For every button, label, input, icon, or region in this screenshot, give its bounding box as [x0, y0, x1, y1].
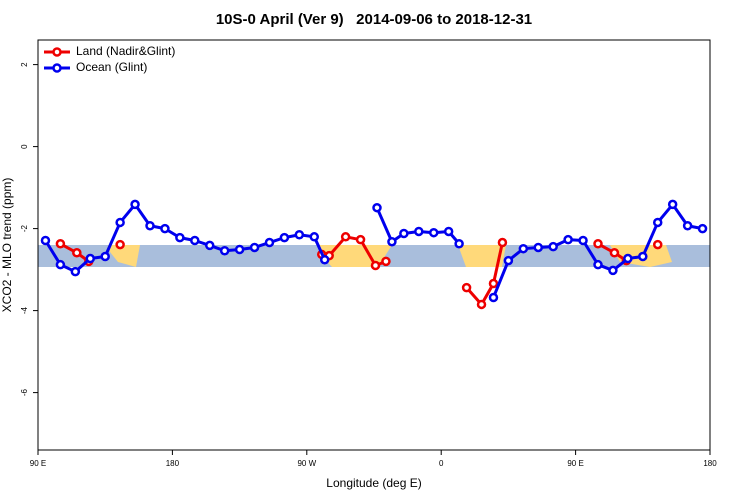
data-point — [115, 217, 125, 228]
data-point — [145, 220, 155, 231]
data-point — [72, 248, 82, 258]
y-tick-label: -4 — [20, 306, 29, 314]
data-point — [130, 199, 140, 210]
data-point — [204, 240, 215, 251]
data-point — [55, 259, 66, 270]
data-point — [652, 239, 663, 250]
data-point — [697, 223, 708, 234]
data-point — [593, 239, 603, 249]
data-point — [234, 244, 245, 255]
y-tick-label: -6 — [20, 388, 29, 396]
data-point — [160, 223, 170, 234]
data-point — [370, 260, 381, 271]
data-point — [533, 242, 544, 253]
plot-frame — [37, 39, 711, 451]
data-point — [548, 241, 558, 252]
data-point — [563, 234, 573, 245]
data-point — [608, 265, 618, 276]
data-point — [578, 235, 588, 246]
data-point — [652, 217, 663, 228]
data-point — [518, 243, 529, 254]
x-tick-label: 90 E — [30, 459, 46, 468]
data-point — [100, 251, 110, 262]
data-point — [294, 230, 305, 240]
legend-label: Ocean (Glint) — [76, 60, 147, 74]
x-axis-label: Longitude (deg E) — [326, 476, 421, 490]
data-point — [497, 237, 508, 248]
x-tick-label: 0 — [439, 459, 444, 468]
legend-marker — [52, 63, 62, 73]
data-point — [638, 251, 648, 262]
y-tick-label: -2 — [20, 224, 29, 232]
data-point — [387, 236, 397, 247]
data-point — [55, 239, 66, 249]
data-point — [85, 253, 96, 264]
y-axis-label: XCO2 - MLO trend (ppm) — [0, 178, 14, 313]
data-point — [443, 226, 454, 237]
data-point — [190, 235, 200, 246]
map-land — [458, 245, 506, 267]
data-point — [219, 245, 230, 256]
map-land — [108, 245, 140, 267]
data-point — [609, 248, 620, 258]
data-point — [264, 237, 275, 248]
data-point — [70, 266, 81, 277]
data-point — [40, 235, 51, 246]
x-tick-label: 180 — [166, 459, 180, 468]
chart-title: 10S-0 April (Ver 9) 2014-09-06 to 2018-1… — [216, 11, 532, 28]
data-point — [593, 259, 603, 270]
y-tick-label: 0 — [20, 144, 29, 149]
data-point — [115, 239, 125, 250]
data-point — [340, 232, 351, 242]
data-point — [667, 199, 678, 210]
data-point — [414, 226, 424, 237]
y-tick-label: 2 — [20, 62, 29, 67]
data-point — [454, 239, 464, 249]
data-point — [372, 202, 382, 213]
data-point — [319, 255, 330, 265]
data-point — [428, 227, 439, 238]
data-point — [249, 242, 260, 253]
data-point — [279, 232, 290, 243]
legend-label: Land (Nadir&Glint) — [76, 44, 175, 58]
data-point — [488, 292, 499, 303]
data-point — [623, 253, 633, 264]
data-point — [309, 232, 320, 242]
data-point — [682, 220, 693, 231]
x-tick-label: 90 E — [567, 459, 583, 468]
x-tick-label: 90 W — [297, 459, 316, 468]
legend-marker — [52, 47, 62, 57]
data-point — [476, 299, 487, 310]
data-point — [381, 256, 391, 267]
x-tick-label: 180 — [703, 459, 717, 468]
data-point — [399, 228, 409, 239]
data-point — [488, 278, 499, 289]
data-point — [355, 234, 366, 245]
data-point — [503, 255, 514, 266]
data-point — [175, 232, 185, 243]
data-point — [461, 282, 472, 293]
